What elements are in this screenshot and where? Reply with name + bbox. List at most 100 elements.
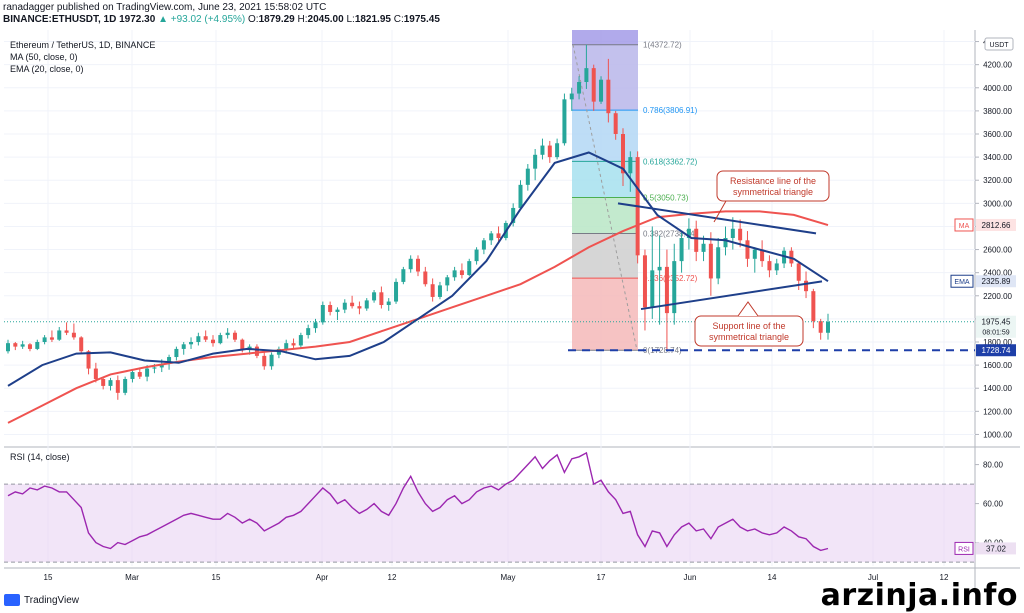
- resistance-annotation-pointer: [713, 200, 727, 223]
- candle-body: [745, 240, 750, 259]
- candle-body: [642, 255, 647, 308]
- candle-body: [6, 343, 10, 352]
- low-label: L:: [346, 14, 355, 25]
- high-value: 2045.00: [307, 14, 344, 25]
- candle-body: [657, 266, 662, 271]
- resistance-line: [617, 202, 817, 235]
- price-tick-label: 3600.00: [983, 130, 1012, 139]
- time-tick-label: 14: [768, 573, 777, 582]
- candle-body: [628, 157, 633, 174]
- candle-body: [101, 378, 106, 386]
- candle-body: [467, 261, 472, 275]
- candle-body: [540, 145, 545, 155]
- price-tick-label: 2200.00: [983, 292, 1012, 301]
- candle-body: [804, 280, 809, 292]
- candle-body: [591, 68, 596, 102]
- candle-body: [547, 145, 552, 158]
- candle-body: [694, 228, 699, 252]
- fib-level-label: 0.382(2738.74): [643, 230, 698, 239]
- candle-body: [35, 342, 40, 349]
- candle-body: [408, 258, 413, 270]
- rsi-legend[interactable]: RSI (14, close): [10, 452, 70, 462]
- candle-body: [489, 233, 494, 241]
- candle-body: [218, 335, 223, 344]
- time-tick-label: May: [500, 573, 515, 582]
- candle-body: [64, 330, 69, 333]
- candle-body: [811, 291, 816, 322]
- tradingview-logo-icon: [4, 594, 20, 606]
- candle-body: [584, 68, 589, 82]
- rsi-side-box: [954, 541, 974, 555]
- ma-price-tag-label: 2812.66: [982, 221, 1011, 230]
- ema-price-tag-label: 2325.89: [982, 277, 1011, 286]
- candle-body: [342, 302, 347, 310]
- candle-body: [284, 343, 289, 349]
- candle-body: [196, 336, 201, 342]
- fib-trend-line: [572, 44, 638, 351]
- price-tick-label: 3200.00: [983, 176, 1012, 185]
- candle-body: [459, 270, 464, 275]
- candle-body: [577, 82, 582, 94]
- candle-body: [826, 321, 830, 333]
- rsi-tick-label: 60.00: [983, 500, 1004, 509]
- candle-body: [298, 335, 303, 346]
- rsi-tick-label: 80.00: [983, 461, 1004, 470]
- candle-body: [79, 337, 84, 352]
- support-annotation-pointer: [737, 301, 759, 317]
- price-change: ▲ +93.02 (+4.95%): [158, 14, 246, 25]
- price-tick-label: 2400.00: [983, 269, 1012, 278]
- watermark: arzinja.info: [820, 578, 1018, 613]
- candle-body: [401, 269, 406, 282]
- candle-body: [211, 339, 215, 344]
- candle-body: [115, 380, 120, 393]
- time-tick-label: Jul: [868, 573, 878, 582]
- resistance-annotation-text: Resistance line of the: [730, 176, 816, 186]
- candle-body: [335, 309, 340, 312]
- open-value: 1879.29: [258, 14, 295, 25]
- candle-body: [254, 346, 259, 356]
- fib-level-label: 0.786(3806.91): [643, 106, 698, 115]
- open-label: O:: [248, 14, 259, 25]
- resistance-annotation-box: [716, 170, 830, 202]
- candle-body: [555, 143, 560, 158]
- time-tick-label: Jun: [684, 573, 697, 582]
- symbol-quote-line: BINANCE:ETHUSDT, 1D 1972.30 ▲ +93.02 (+4…: [3, 14, 440, 26]
- ema-legend[interactable]: EMA (20, close, 0): [10, 64, 84, 74]
- candle-body: [613, 113, 618, 134]
- price-tick-label: 1800.00: [983, 338, 1012, 347]
- candle-body: [445, 277, 450, 286]
- candle-body: [71, 332, 76, 338]
- candle-body: [518, 184, 523, 208]
- candle-body: [328, 305, 333, 312]
- ma-price-tag: [976, 218, 1016, 231]
- candle-body: [42, 337, 47, 342]
- ema20-line: [7, 151, 829, 387]
- rsi-value-tag-label: 37.02: [986, 544, 1007, 553]
- price-tick-label: 3000.00: [983, 199, 1012, 208]
- candle-body: [416, 258, 420, 272]
- candle-body: [93, 368, 98, 379]
- ema-side-label: EMA: [954, 279, 970, 286]
- price-tick-label: 4000.00: [983, 84, 1012, 93]
- fib-zone: [572, 110, 638, 162]
- candle-body: [232, 332, 237, 340]
- candle-body: [730, 228, 735, 238]
- candle-body: [437, 285, 442, 297]
- candle-body: [474, 249, 479, 262]
- time-tick-label: 15: [212, 573, 221, 582]
- candle-body: [386, 301, 391, 306]
- candle-body: [716, 247, 721, 279]
- ma-side-label: MA: [959, 223, 970, 230]
- candle-body: [108, 380, 113, 386]
- currency-label: USDT: [989, 42, 1009, 49]
- price-tick-label: 1400.00: [983, 384, 1012, 393]
- candle-body: [752, 249, 757, 259]
- rsi-side-label: RSI: [958, 546, 970, 553]
- candle-body: [262, 355, 267, 367]
- fib-top-zone: [572, 30, 638, 45]
- candle-body: [174, 348, 179, 358]
- candle-body: [796, 263, 801, 281]
- ma-legend[interactable]: MA (50, close, 0): [10, 52, 78, 62]
- candle-body: [767, 261, 772, 271]
